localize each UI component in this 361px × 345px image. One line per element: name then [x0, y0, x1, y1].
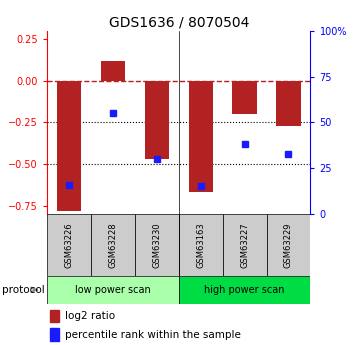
Text: GSM63163: GSM63163 — [196, 222, 205, 268]
Bar — [47, 276, 179, 304]
Text: GSM63228: GSM63228 — [108, 222, 117, 268]
Bar — [223, 214, 266, 276]
Bar — [47, 214, 91, 276]
Bar — [101, 61, 125, 81]
Bar — [277, 81, 301, 126]
Bar — [179, 214, 223, 276]
Bar — [188, 81, 213, 192]
Text: GSM63229: GSM63229 — [284, 222, 293, 268]
Text: log2 ratio: log2 ratio — [65, 311, 116, 321]
Bar — [266, 214, 310, 276]
Bar — [145, 81, 169, 159]
Text: protocol: protocol — [2, 285, 44, 295]
Bar — [179, 276, 310, 304]
Text: GSM63226: GSM63226 — [64, 222, 73, 268]
Text: low power scan: low power scan — [75, 285, 151, 295]
Bar — [135, 214, 179, 276]
Text: high power scan: high power scan — [204, 285, 285, 295]
Text: GSM63227: GSM63227 — [240, 222, 249, 268]
Text: GSM63230: GSM63230 — [152, 222, 161, 268]
Title: GDS1636 / 8070504: GDS1636 / 8070504 — [109, 16, 249, 30]
Bar — [49, 328, 59, 341]
Bar — [91, 214, 135, 276]
Bar — [57, 81, 81, 210]
Text: percentile rank within the sample: percentile rank within the sample — [65, 330, 241, 339]
Bar — [232, 81, 257, 114]
Bar — [49, 310, 59, 322]
